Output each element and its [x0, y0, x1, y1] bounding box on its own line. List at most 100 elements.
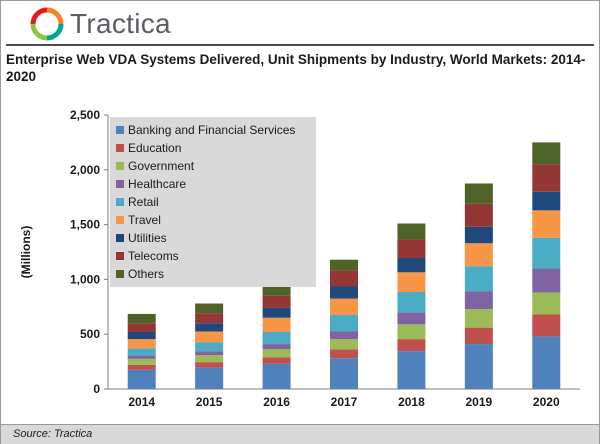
y-tick-label: 500 [80, 327, 100, 341]
bar-segment-2016-education [262, 357, 291, 364]
bar-segment-2015-telecoms [195, 313, 224, 324]
bar-segment-2019-healthcare [464, 291, 493, 309]
stacked-bar-chart: 0 500 1,000 1,500 2,000 2,500 2014 2015 2016 2017… [19, 108, 580, 409]
legend-swatch [116, 198, 124, 206]
legend-box [110, 117, 316, 287]
bar-segment-2019-others [464, 183, 493, 204]
bar-segment-2018-healthcare [397, 312, 426, 325]
bar-segment-2018-government [397, 324, 426, 340]
bar-segment-2016-government [262, 348, 291, 358]
y-tick-label: 0 [93, 382, 100, 396]
bar-segment-2019-travel [464, 243, 493, 267]
legend-label: Banking and Financial Services [128, 123, 295, 137]
bar-segment-2017-utilities [330, 286, 358, 299]
legend-swatch [116, 234, 124, 242]
x-tick-label: 2020 [533, 395, 560, 409]
bar-segment-2017-education [330, 349, 358, 359]
bar-segment-2017-retail [330, 315, 358, 332]
legend-label: Telecoms [128, 249, 179, 263]
bar-segment-2019-banking-and-financial-services [464, 344, 493, 389]
legend-swatch [116, 162, 124, 170]
x-tick-label: 2017 [331, 395, 358, 409]
bar-segment-2015-others [195, 303, 224, 314]
bar-segment-2014-government [127, 358, 156, 365]
brand-name: Tractica [70, 8, 171, 39]
bar-segment-2018-utilities [397, 258, 426, 273]
bar-segment-2014-travel [127, 339, 156, 349]
plot-area: 0 500 1,000 1,500 2,000 2,500 2014 2015 2016 2017… [70, 108, 580, 409]
bar-segment-2018-banking-and-financial-services [397, 351, 426, 389]
bar-segment-2019-government [464, 308, 493, 328]
bar-segment-2014-healthcare [127, 355, 156, 359]
bar-segment-2019-retail [464, 266, 493, 292]
bar-segment-2018-others [397, 223, 426, 240]
bar-segment-2014-banking-and-financial-services [127, 369, 156, 389]
bar-segment-2014-retail [127, 348, 156, 356]
header-divider [6, 44, 594, 46]
bar-segment-2017-telecoms [330, 270, 358, 287]
legend-swatch [116, 216, 124, 224]
bar-segment-2018-telecoms [397, 239, 426, 259]
y-tick-label: 2,500 [70, 108, 100, 122]
x-tick-label: 2016 [263, 395, 290, 409]
bar-segment-2015-healthcare [195, 351, 224, 356]
bar-segment-2020-utilities [532, 191, 561, 211]
bar-segment-2020-healthcare [532, 268, 561, 293]
source-footer: Source: Tractica [1, 424, 599, 444]
bar-segment-2014-telecoms [127, 323, 156, 333]
bar-segment-2020-telecoms [532, 164, 561, 192]
bar-segment-2014-others [127, 313, 156, 324]
bar-segment-2015-banking-and-financial-services [195, 367, 224, 389]
legend-label: Utilities [128, 231, 167, 245]
source-text: Source: Tractica [13, 428, 93, 440]
bar-segment-2019-education [464, 327, 493, 345]
bar-segment-2020-education [532, 314, 561, 337]
bar-segment-2019-telecoms [464, 203, 493, 227]
bar-segment-2017-healthcare [330, 331, 358, 340]
bar-segment-2018-travel [397, 272, 426, 293]
x-tick-label: 2018 [398, 395, 425, 409]
bar-segment-2016-utilities [262, 307, 291, 318]
x-tick-label: 2014 [128, 395, 155, 409]
bar-segment-2014-education [127, 364, 156, 370]
x-tick-label: 2015 [196, 395, 223, 409]
x-tick-label: 2019 [466, 395, 493, 409]
y-tick-label: 1,500 [70, 218, 100, 232]
bar-segment-2016-retail [262, 332, 291, 345]
bar-segment-2020-others [532, 142, 561, 165]
bar-segment-2017-banking-and-financial-services [330, 358, 358, 389]
bar-segment-2020-travel [532, 210, 561, 238]
legend-swatch [116, 180, 124, 188]
legend-label: Travel [128, 213, 161, 227]
legend-swatch [116, 270, 124, 278]
bar-segment-2014-utilities [127, 332, 156, 340]
bar-segment-2018-retail [397, 292, 426, 313]
bar-segment-2015-retail [195, 342, 224, 352]
tractica-logo-icon [30, 7, 64, 41]
y-tick-label: 1,000 [70, 272, 100, 286]
bar-segment-2015-government [195, 355, 224, 363]
tractica-logo: Tractica [30, 6, 171, 42]
y-tick-label: 2,000 [70, 163, 100, 177]
bar-segment-2015-utilities [195, 323, 224, 332]
y-axis-title: (Millions) [19, 226, 33, 279]
bar-segment-2017-government [330, 339, 358, 350]
bar-segment-2016-telecoms [262, 295, 291, 308]
legend-label: Others [128, 267, 164, 281]
legend-swatch [116, 144, 124, 152]
bar-segment-2015-education [195, 362, 224, 368]
legend-swatch [116, 126, 124, 134]
bar-segment-2016-banking-and-financial-services [262, 363, 291, 389]
bar-segment-2017-others [330, 259, 358, 271]
bar-segment-2015-travel [195, 331, 224, 343]
bar-segment-2019-utilities [464, 226, 493, 244]
bar-segment-2016-healthcare [262, 344, 291, 349]
bar-segment-2017-travel [330, 298, 358, 316]
legend-label: Retail [128, 195, 159, 209]
chart-title: Enterprise Web VDA Systems Delivered, Un… [6, 52, 586, 84]
legend-label: Healthcare [128, 177, 186, 191]
legend-label: Government [128, 159, 195, 173]
bar-segment-2016-travel [262, 317, 291, 333]
bar-segment-2020-government [532, 292, 561, 315]
legend-swatch [116, 252, 124, 260]
